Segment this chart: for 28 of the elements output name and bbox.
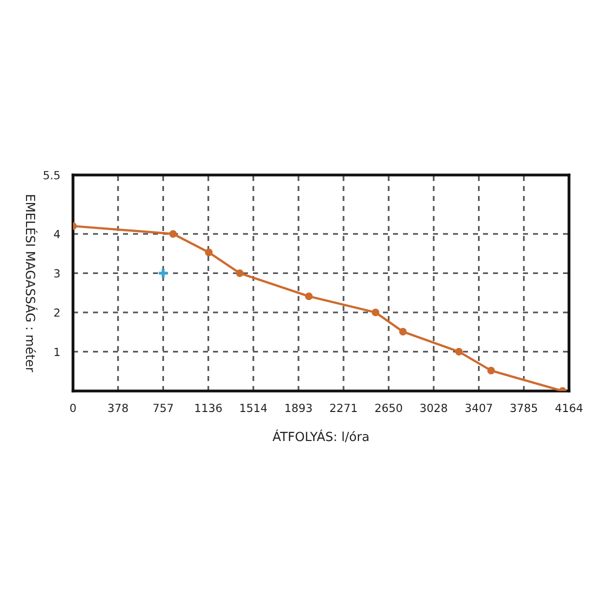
- y-tick-label: 4: [54, 230, 60, 238]
- point: [204, 248, 213, 256]
- point: [399, 328, 407, 336]
- x-tick-label: 0: [70, 404, 76, 412]
- point: [169, 230, 177, 238]
- y-tick-label: 5.5: [44, 171, 60, 180]
- x-tick-label: 2271: [330, 404, 357, 412]
- x-tick-label: 4164: [555, 404, 583, 412]
- x-tick-label: 1136: [195, 404, 222, 412]
- point: [236, 269, 244, 277]
- point: [305, 292, 313, 300]
- x-tick-label: 1514: [240, 404, 267, 412]
- y-tick-label: 1: [54, 348, 60, 356]
- x-tick-label: 757: [153, 404, 173, 412]
- y-axis-title: EMELÉSI MAGASSÁG : méter: [26, 195, 38, 372]
- y-tick-label: 2: [54, 308, 60, 317]
- point: [158, 268, 168, 278]
- x-tick-label: 378: [108, 404, 128, 412]
- x-tick-label: 3028: [420, 404, 448, 412]
- point: [487, 366, 495, 374]
- point: [372, 308, 380, 316]
- x-axis-title: ÁTFOLYÁS: l/óra: [272, 429, 368, 442]
- x-tick-label: 1893: [286, 404, 312, 412]
- x-tick-label: 3407: [466, 404, 492, 412]
- x-tick-label: 2650: [375, 404, 402, 412]
- y-tick-label: 3: [54, 269, 60, 278]
- point: [455, 348, 463, 356]
- x-tick-label: 3785: [510, 404, 538, 412]
